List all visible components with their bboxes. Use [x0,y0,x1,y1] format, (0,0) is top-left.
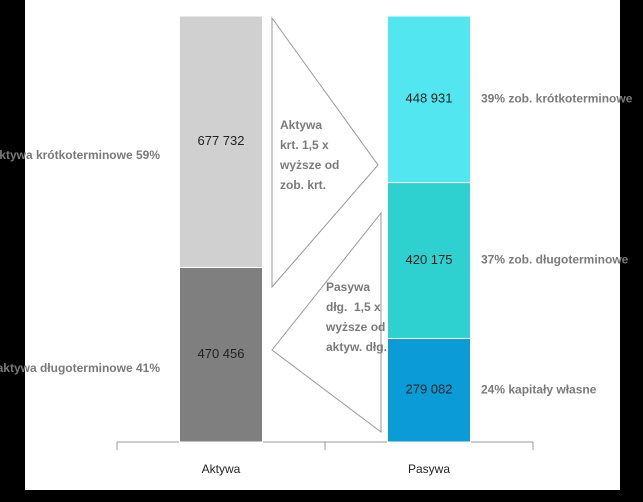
value-label: 279 082 [406,382,453,397]
plot-background [25,0,620,490]
annotation: dłg. 1,5 x [326,300,381,314]
segment-label: 39% zob. krótkoterminowe [481,91,633,105]
segment-label: 37% zob. długoterminowe [481,253,629,267]
bar-segment [179,266,263,443]
segment-label: aktywa długoterminowe 41% [0,361,160,375]
arrow-left [271,211,382,434]
annotation: Aktywa [280,118,322,132]
annotation: aktyw. dłg. [326,340,387,354]
x-tick-label: Pasywa [408,462,450,476]
x-tick-label: Aktywa [202,462,241,476]
annotation: Pasywa [326,280,370,294]
annotation: wyższe od [279,158,339,172]
bar-segment [179,15,263,268]
arrow-right [271,16,379,289]
bar-segment [387,15,471,184]
value-label: 677 732 [198,133,245,148]
segment-label: 24% kapitały własne [481,382,597,396]
bar-segment [387,182,471,339]
value-label: 470 456 [198,346,245,361]
value-label: 420 175 [406,252,453,267]
value-label: 448 931 [406,91,453,106]
annotation: wyższe od [325,320,385,334]
annotation: krt. 1,5 x [280,138,329,152]
segment-label: aktywa krótkoterminowe 59% [0,148,160,162]
annotation: zob. krt. [280,178,326,192]
bar-segment [387,337,471,443]
